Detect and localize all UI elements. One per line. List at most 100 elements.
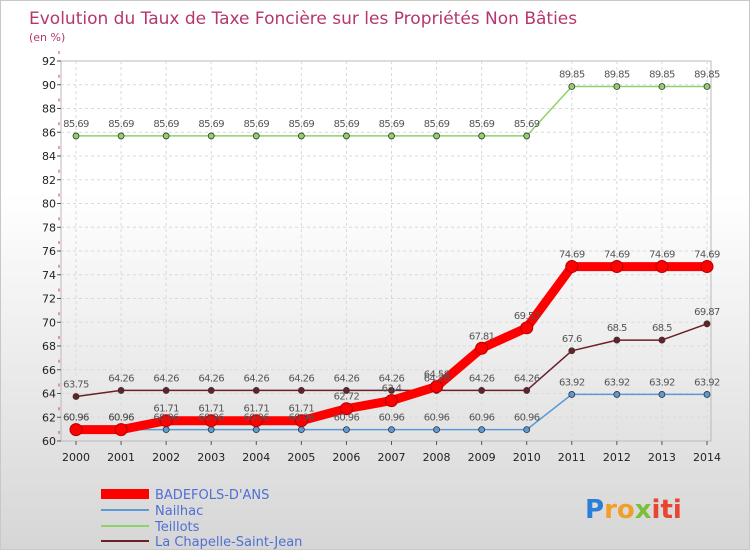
data-label: 64.26: [108, 373, 134, 384]
series-point-0: [520, 321, 534, 335]
series-group: [69, 83, 714, 437]
data-label: 60.96: [153, 413, 179, 424]
x-tick-label: 2013: [648, 451, 676, 464]
data-label: 63.92: [694, 377, 720, 388]
series-point-1: [207, 426, 215, 434]
x-tick-label: 2014: [693, 451, 721, 464]
series-point-2: [72, 132, 80, 140]
series-point-2: [207, 132, 215, 140]
data-label: 60.96: [424, 413, 450, 424]
data-label: 89.85: [559, 70, 585, 81]
y-tick-label: 64: [42, 388, 56, 401]
series-point-2: [388, 132, 395, 140]
y-tick-label: 68: [42, 340, 56, 353]
x-tick-label: 2001: [107, 451, 135, 464]
series-point-3: [343, 387, 350, 394]
series-point-1: [297, 426, 305, 434]
series-point-3: [252, 387, 260, 394]
data-label: 60.96: [63, 413, 89, 424]
y-tick-label: 86: [42, 126, 56, 139]
series-point-1: [162, 426, 170, 434]
series-point-3: [388, 387, 395, 394]
series-point-2: [523, 132, 531, 140]
data-label: 60.96: [63, 413, 89, 424]
x-tick-label: 2002: [152, 451, 180, 464]
data-label: 63.92: [649, 377, 675, 388]
data-label: 64.26: [153, 373, 179, 384]
data-label: 69.53: [514, 311, 540, 322]
series-point-2: [568, 83, 576, 90]
data-label: 85.69: [243, 119, 269, 130]
series-point-3: [568, 347, 576, 355]
logo-letter: i: [673, 495, 682, 525]
data-label: 85.69: [424, 119, 450, 130]
proxiti-logo: Proxiti: [585, 495, 682, 525]
series-point-3: [207, 387, 215, 394]
series-point-2: [297, 132, 305, 140]
series-point-1: [433, 426, 440, 434]
data-label: 74.69: [604, 250, 630, 261]
series-point-1: [478, 426, 486, 434]
data-label: 64.26: [334, 373, 360, 384]
series-point-0: [114, 423, 128, 437]
data-label: 63.4: [382, 384, 402, 395]
data-label: 64.26: [379, 373, 405, 384]
logo-text: Proxiti: [585, 495, 682, 525]
series-point-0: [159, 414, 173, 428]
x-tick-label: 2003: [197, 451, 225, 464]
data-label: 89.85: [604, 70, 630, 81]
series-point-0: [204, 414, 218, 428]
data-label: 60.96: [379, 413, 405, 424]
series-point-3: [297, 387, 305, 394]
series-point-3: [117, 387, 125, 394]
data-label: 64.26: [289, 373, 315, 384]
x-tick-label: 2009: [468, 451, 496, 464]
x-tick-label: 2005: [287, 451, 315, 464]
series-point-0: [700, 260, 714, 274]
y-tick-label: 60: [42, 435, 56, 448]
y-tick-label: 70: [42, 316, 56, 329]
data-label: 62.72: [334, 392, 360, 403]
series-point-1: [523, 426, 531, 434]
series-point-0: [655, 260, 669, 274]
series-point-2: [613, 83, 621, 90]
series-point-2: [433, 132, 440, 140]
logo-letter: i: [652, 495, 661, 525]
x-tick-label: 2011: [558, 451, 586, 464]
data-label: 74.69: [694, 250, 720, 261]
y-tick-label: 80: [42, 198, 56, 211]
series-point-0: [294, 414, 308, 428]
chart-subtitle: (en %): [29, 31, 65, 44]
series-point-3: [523, 387, 531, 394]
data-label: 61.71: [153, 404, 179, 415]
y-tick-label: 62: [42, 411, 56, 424]
data-label: 60.96: [514, 413, 540, 424]
series-point-3: [72, 393, 80, 400]
data-label: 74.69: [559, 250, 585, 261]
data-label: 63.92: [559, 377, 585, 388]
series-point-2: [703, 83, 711, 90]
data-label: 85.69: [63, 119, 89, 130]
series-point-0: [610, 260, 624, 274]
chart-title: Evolution du Taux de Taxe Foncière sur l…: [29, 9, 577, 29]
data-label: 60.96: [469, 413, 495, 424]
y-tick-label: 84: [42, 150, 56, 163]
series-point-2: [658, 83, 666, 90]
series-point-3: [613, 336, 621, 344]
series-point-1: [388, 426, 395, 434]
x-tick-label: 2007: [378, 451, 406, 464]
y-tick-label: 90: [42, 79, 56, 92]
data-label: 64.26: [198, 373, 224, 384]
series-point-0: [249, 414, 263, 428]
x-tick-label: 2012: [603, 451, 631, 464]
data-label: 85.69: [334, 119, 360, 130]
data-label: 89.85: [694, 70, 720, 81]
data-label: 85.69: [514, 119, 540, 130]
data-label: 60.96: [334, 413, 360, 424]
data-label: 60.96: [108, 413, 134, 424]
series-point-0: [475, 341, 489, 355]
legend-label-0: BADEFOLS-D'ANS: [155, 488, 269, 503]
